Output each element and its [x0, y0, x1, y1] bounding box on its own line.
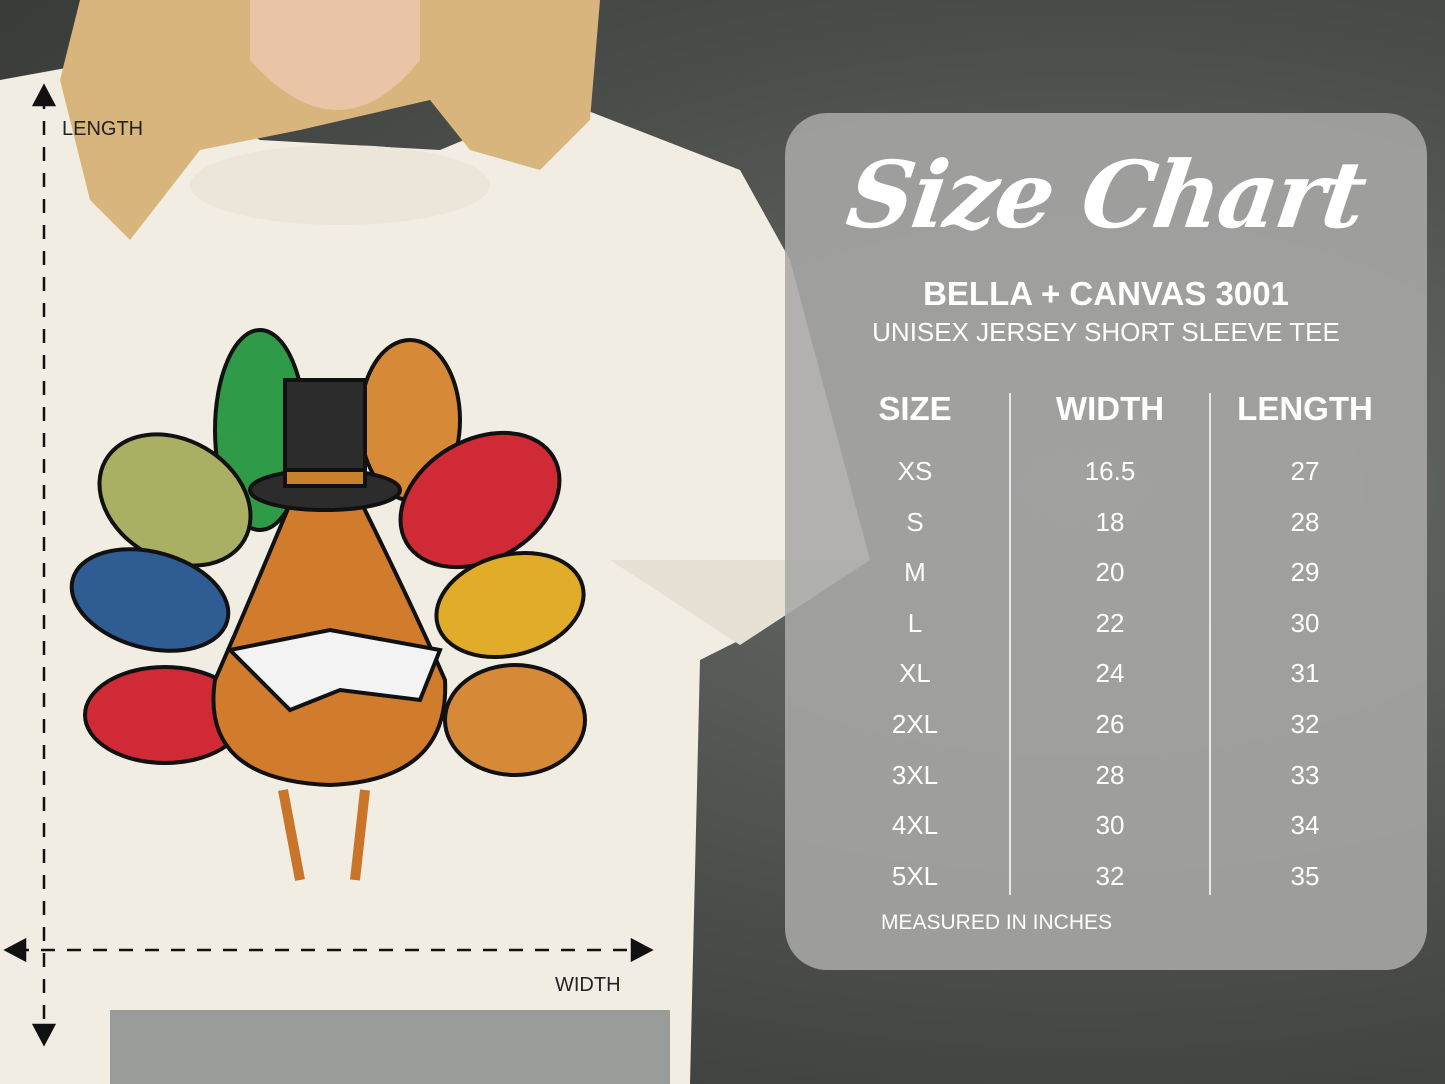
table-cell: 27	[1290, 456, 1320, 486]
width-column: WIDTH 16.5 18 20 22 24 26 28 30 32	[1010, 391, 1210, 906]
table-cell: 5XL	[891, 860, 939, 891]
table-cell: 32	[1290, 708, 1320, 739]
size-chart-panel: Size Chart BELLA + CANVAS 3001 UNISEX JE…	[785, 113, 1427, 970]
column-header: WIDTH	[1055, 390, 1165, 427]
table-cell: S	[906, 506, 924, 537]
table-cell: 20	[1095, 557, 1125, 588]
width-label: WIDTH	[555, 974, 621, 996]
table-cell: 16.5	[1084, 456, 1136, 486]
table-cell: 29	[1290, 557, 1320, 588]
table-cell: 26	[1095, 708, 1125, 739]
column-divider	[1009, 393, 1011, 895]
turkey-illustration	[69, 328, 587, 881]
table-cell: 28	[1095, 759, 1125, 790]
table-cell: 31	[1290, 658, 1320, 689]
length-label: LENGTH	[62, 118, 144, 140]
table-cell: 22	[1095, 607, 1125, 638]
table-cell: XS	[897, 456, 933, 486]
column-header: LENGTH	[1237, 390, 1373, 427]
table-cell: 3XL	[891, 759, 939, 790]
table-cell: L	[907, 607, 923, 638]
column-header: SIZE	[878, 390, 952, 427]
table-cell: 33	[1290, 759, 1320, 790]
table-cell: 28	[1290, 506, 1320, 537]
table-cell: 18	[1095, 506, 1125, 537]
table-cell: 30	[1095, 810, 1125, 841]
table-cell: 24	[1095, 658, 1125, 689]
table-cell: 34	[1290, 810, 1320, 841]
length-arrow	[31, 83, 57, 1047]
table-cell: 30	[1290, 607, 1320, 638]
column-divider	[1209, 393, 1211, 895]
table-cell: XL	[899, 658, 931, 689]
table-cell: 32	[1095, 860, 1125, 891]
table-cell: 2XL	[891, 708, 939, 739]
table-cell: 35	[1290, 860, 1320, 891]
brand-name: BELLA + CANVAS 3001	[923, 275, 1289, 312]
length-column: LENGTH 27 28 29 30 31 32 33 34 35	[1205, 391, 1405, 906]
table-cell: M	[904, 557, 926, 588]
table-cell: 4XL	[891, 810, 939, 841]
measurement-note: MEASURED IN INCHES	[881, 911, 1113, 934]
product-name: UNISEX JERSEY SHORT SLEEVE TEE	[872, 317, 1340, 347]
size-column: SIZE XS S M L XL 2XL 3XL 4XL 5XL	[815, 391, 1015, 906]
size-chart-title: Size Chart	[840, 141, 1372, 249]
width-arrow	[3, 937, 654, 963]
